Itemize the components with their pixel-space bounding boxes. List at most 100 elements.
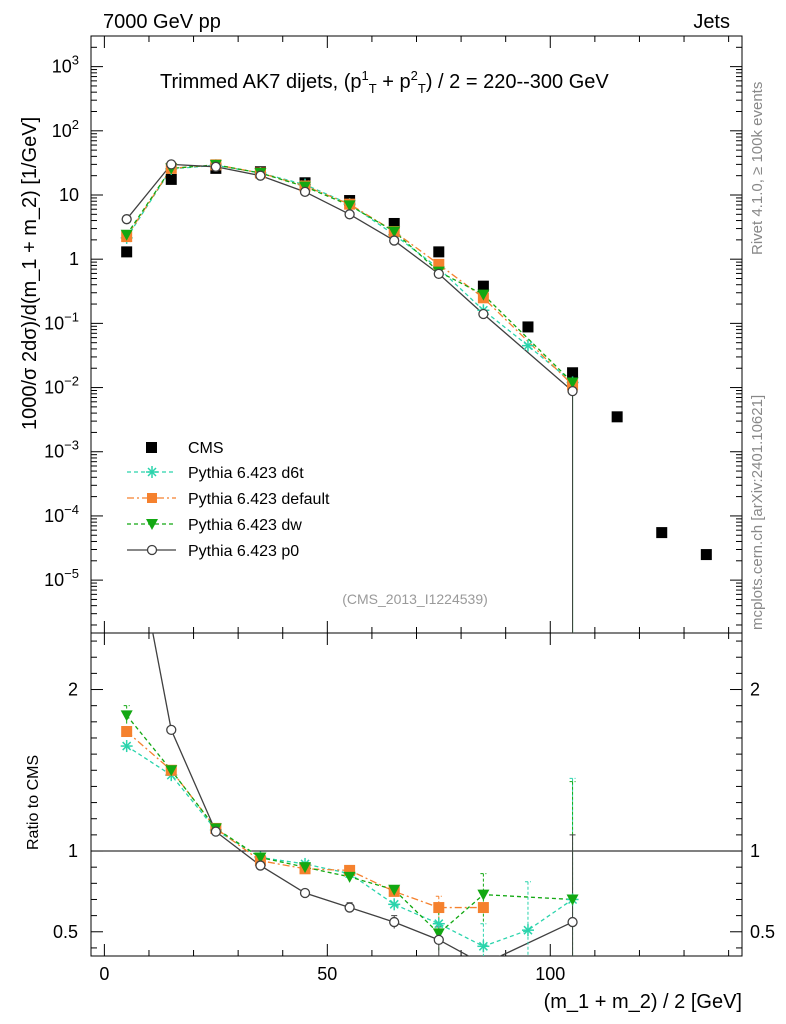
- main-plot-area: [120, 159, 712, 633]
- main-point-p0: [389, 235, 400, 246]
- main-point-cms: [567, 367, 579, 379]
- main-point-p0: [255, 170, 266, 181]
- main-point-p0: [344, 209, 355, 220]
- ratio-point-dw: [477, 889, 490, 901]
- ratio-point-dw: [343, 871, 356, 883]
- ratio-point-d6t: [388, 898, 401, 911]
- ratio-point-p0: [567, 916, 578, 928]
- ratio-point-dw: [254, 852, 267, 864]
- x-axis-label: (m_1 + m_2) / 2 [GeV]: [544, 991, 742, 1013]
- main-line-p0: [126, 163, 573, 392]
- main-point-cms: [477, 280, 489, 292]
- ratio-point-p0: [255, 860, 266, 871]
- y-tick-label-1e-1: 10−1: [44, 309, 79, 333]
- header-right: Jets: [693, 11, 730, 33]
- ratio-y-tick-label-1-right: 1: [750, 841, 760, 861]
- x-tick-label-0: 0: [99, 964, 109, 984]
- ratio-panel-frame: [90, 632, 743, 957]
- ratio-point-dw: [120, 710, 133, 722]
- x-tick-labels: 0 50 100: [99, 964, 565, 984]
- mcplots-label: mcplots.cern.ch [arXiv:2401.10621]: [749, 395, 766, 630]
- header-left: 7000 GeV pp: [103, 11, 221, 33]
- y-tick-label-1e-4: 10−4: [44, 502, 79, 526]
- ratio-point-dw: [388, 884, 401, 896]
- ratio-point-d6t: [521, 924, 534, 937]
- ratio-plot-area: [91, 491, 742, 969]
- main-line-default: [126, 164, 574, 386]
- ratio-point-dw: [299, 862, 312, 874]
- ratio-point-d6t: [120, 740, 133, 753]
- main-point-cms: [700, 549, 712, 561]
- legend-marker-cms: [146, 442, 157, 453]
- main-point-cms: [656, 527, 668, 539]
- ratio-point-default: [121, 726, 133, 738]
- ratio-point-p0: [166, 724, 177, 736]
- y-tick-label-1: 1: [69, 249, 79, 269]
- main-point-p0: [210, 161, 221, 172]
- main-point-default: [433, 258, 445, 270]
- legend-marker-default: [147, 493, 157, 503]
- ratio-y-tick-label-0.5-right: 0.5: [750, 922, 775, 942]
- ratio-point-p0: [344, 902, 355, 913]
- main-point-p0: [121, 214, 132, 225]
- ratio-y-tick-labels-left: 0.5 1 2: [53, 680, 78, 942]
- ratio-point-default: [433, 902, 445, 914]
- ratio-line-p0: [152, 633, 573, 956]
- y-tick-label-1e2: 102: [52, 117, 79, 141]
- ratio-y-tick-label-2-left: 2: [68, 680, 78, 700]
- legend-marker-p0: [146, 544, 158, 556]
- main-point-p0: [478, 308, 489, 320]
- legend-label-p0: Pythia 6.423 p0: [188, 543, 299, 560]
- main-point-d6t: [521, 339, 534, 352]
- main-point-cms: [388, 217, 400, 229]
- legend-entry-p0: Pythia 6.423 p0: [127, 543, 299, 560]
- ratio-point-p0: [299, 887, 311, 899]
- y-tick-label-1e-3: 10−3: [44, 438, 79, 462]
- legend-label-dw: Pythia 6.423 dw: [188, 517, 302, 534]
- legend-entry-cms: CMS: [146, 440, 224, 457]
- main-point-dw: [388, 226, 401, 238]
- legend-label-default: Pythia 6.423 default: [188, 491, 330, 508]
- ratio-point-p0: [389, 916, 400, 928]
- ratio-point-p0: [433, 934, 444, 945]
- legend-entry-dw: Pythia 6.423 dw: [127, 517, 302, 534]
- legend-label-cms: CMS: [188, 440, 224, 457]
- ratio-point-d6t: [477, 940, 490, 953]
- main-point-dw: [120, 229, 133, 241]
- ratio-point-p0: [122, 491, 131, 500]
- main-line-dw: [126, 164, 574, 383]
- ratio-point-p0: [210, 826, 221, 837]
- ratio-point-p0: [479, 960, 488, 969]
- ratio-y-ticks: [91, 640, 742, 949]
- y-tick-label-1e-5: 10−5: [44, 566, 79, 590]
- ratio-y-tick-label-0.5-left: 0.5: [53, 922, 78, 942]
- main-point-dw: [566, 377, 579, 389]
- ratio-line-d6t: [126, 745, 573, 948]
- ratio-line-default: [126, 731, 484, 909]
- main-point-cms: [165, 173, 177, 185]
- main-point-cms: [611, 411, 623, 423]
- legend-entry-d6t: Pythia 6.423 d6t: [127, 465, 304, 482]
- main-point-p0: [567, 385, 578, 397]
- main-y-tick-labels: 10−5 10−4 10−3 10−2 10−1 1 10 102 103: [44, 53, 79, 590]
- main-point-cms: [522, 321, 534, 333]
- ratio-line-dw: [126, 714, 573, 935]
- ratio-point-dw: [165, 765, 178, 777]
- legend-marker-dw: [146, 519, 158, 530]
- ratio-errorbar-dw: [123, 705, 130, 726]
- main-chart-title: Trimmed AK7 dijets, (p1T + p2T) / 2 = 22…: [160, 68, 609, 96]
- legend-marker-d6t: [146, 466, 158, 478]
- legend-label-d6t: Pythia 6.423 d6t: [188, 465, 304, 482]
- ratio-y-axis-label: Ratio to CMS: [25, 755, 42, 850]
- ratio-errorbar-d6t: [524, 881, 531, 956]
- ratio-y-tick-label-1-left: 1: [68, 841, 78, 861]
- rivet-version-label: Rivet 4.1.0, ≥ 100k events: [749, 82, 766, 255]
- x-tick-label-100: 100: [535, 964, 565, 984]
- main-point-p0: [299, 186, 311, 197]
- legend-entry-default: Pythia 6.423 default: [127, 491, 330, 508]
- main-point-dw: [343, 200, 356, 212]
- main-point-p0: [433, 268, 444, 280]
- legend: CMS Pythia 6.423 d6t Pythia 6.423 defaul…: [127, 440, 330, 560]
- ratio-point-dw: [566, 894, 579, 906]
